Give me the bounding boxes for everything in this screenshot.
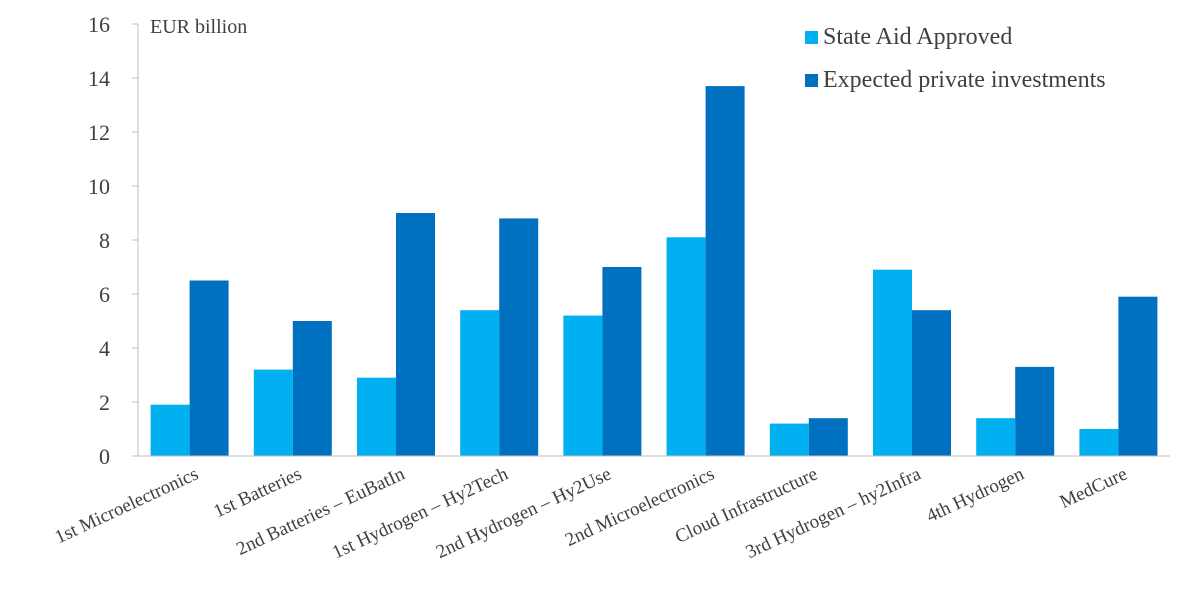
y-tick-label: 2 bbox=[99, 390, 110, 415]
x-tick-label: 1st Microelectronics bbox=[52, 463, 202, 548]
bar-private-investment bbox=[602, 267, 642, 456]
x-tick-label: 1st Hydrogen – Hy2Tech bbox=[329, 463, 512, 563]
x-tick-label: MedCure bbox=[1057, 463, 1131, 512]
bar-private-investment bbox=[1015, 366, 1055, 456]
bar-state-aid bbox=[563, 315, 603, 456]
x-tick-label: 2nd Batteries – EuBatIn bbox=[233, 463, 408, 560]
bar-private-investment bbox=[808, 418, 848, 456]
bar-state-aid bbox=[460, 310, 500, 456]
y-tick-label: 8 bbox=[99, 228, 110, 253]
y-tick-label: 14 bbox=[88, 66, 110, 91]
bar-private-investment bbox=[292, 321, 332, 456]
y-tick-label: 6 bbox=[99, 282, 110, 307]
y-tick-label: 10 bbox=[88, 174, 110, 199]
bar-state-aid bbox=[253, 369, 293, 456]
y-tick-label: 16 bbox=[88, 12, 110, 37]
y-tick-label: 12 bbox=[88, 120, 110, 145]
bars bbox=[150, 86, 1158, 456]
bar-state-aid bbox=[873, 269, 912, 456]
y-tick-label: 4 bbox=[99, 336, 110, 361]
legend-swatch bbox=[805, 31, 818, 44]
bar-private-investment bbox=[189, 280, 229, 456]
unit-label: EUR billion bbox=[150, 16, 247, 38]
bar-private-investment bbox=[1118, 296, 1158, 456]
legend-swatch bbox=[805, 74, 818, 87]
bar-private-investment bbox=[705, 86, 745, 456]
legend: State Aid Approved Expected private inves… bbox=[805, 24, 1106, 93]
x-tick-label: 2nd Hydrogen – Hy2Use bbox=[433, 463, 615, 563]
bar-state-aid bbox=[976, 418, 1016, 456]
bar-state-aid bbox=[357, 377, 396, 456]
bar-private-investment bbox=[499, 218, 539, 456]
y-axis: 0 2 4 6 8 10 12 14 16 bbox=[88, 12, 139, 469]
legend-label: Expected private investments bbox=[823, 67, 1106, 93]
bar-private-investment bbox=[912, 310, 951, 456]
x-tick-label: 4th Hydrogen bbox=[923, 463, 1027, 527]
y-tick-label: 0 bbox=[99, 444, 110, 469]
x-tick-label: 3rd Hydrogen – hy2Infra bbox=[743, 463, 925, 563]
bar-private-investment bbox=[396, 213, 435, 456]
bar-state-aid bbox=[1079, 429, 1119, 456]
bar-state-aid bbox=[666, 237, 706, 456]
bar-state-aid bbox=[769, 423, 809, 456]
bar-state-aid bbox=[150, 404, 190, 456]
legend-label: State Aid Approved bbox=[823, 24, 1012, 50]
